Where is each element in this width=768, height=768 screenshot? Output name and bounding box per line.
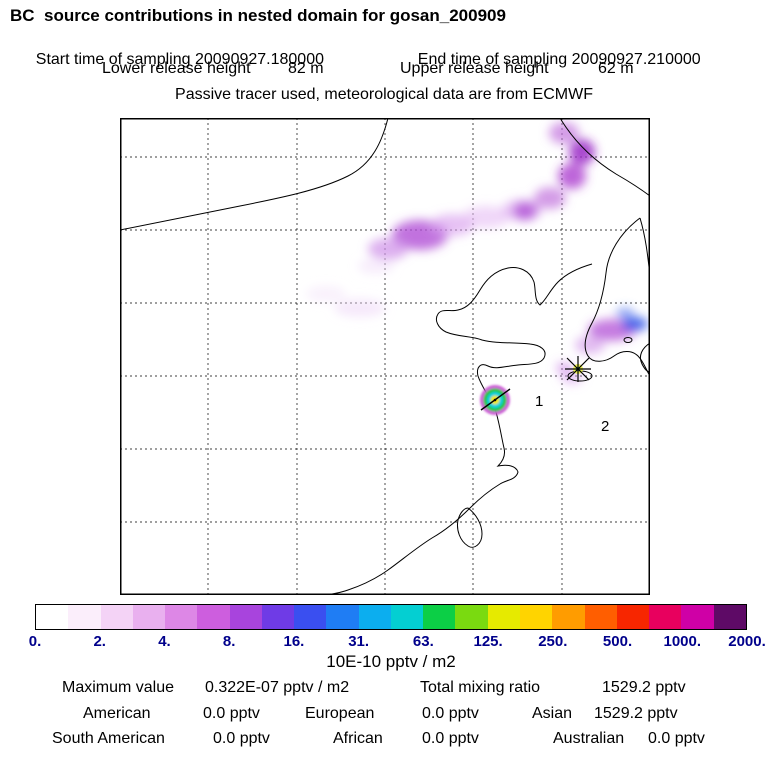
colorbar-tick-label: 500.: [602, 633, 633, 650]
colorbar-segment: [455, 605, 488, 629]
marker-label-2: 2: [601, 418, 609, 435]
colorbar-tick-label: 8.: [222, 633, 236, 650]
total-mixing-ratio-label: Total mixing ratio: [420, 679, 541, 696]
colorbar-unit-label: 10E-10 pptv / m2: [326, 652, 456, 671]
end-time-line: End time of sampling 20090927.210000: [400, 33, 701, 87]
map-plot: 1 2: [120, 118, 650, 595]
max-value-label: Maximum value: [62, 679, 175, 696]
start-time-label: Start time of sampling: [35, 51, 191, 68]
lower-release-label: Lower release height: [102, 60, 251, 77]
receptor-star-marker: [565, 356, 591, 382]
colorbar-tick-label: 4.: [158, 633, 171, 650]
colorbar-tick-row: 0. 2. 4. 8. 16. 31. 63. 125. 250. 500. 1000. 2000.: [29, 633, 766, 650]
colorbar-tick-label: 125.: [473, 633, 503, 650]
colorbar-segment: [616, 605, 650, 629]
map-contents: 1 2: [120, 118, 650, 595]
china-coast: [325, 263, 593, 595]
start-time-value: 20090927.180000: [194, 51, 324, 68]
northern-border: [120, 118, 389, 231]
colorbar-segment: [229, 605, 262, 629]
colorbar-segment: [197, 605, 230, 629]
colorbar-tick-label: 31.: [348, 633, 370, 650]
lower-release-value: 82 m: [288, 60, 324, 77]
colorbar-tick-label: 250.: [538, 633, 568, 650]
end-time-label: End time of sampling: [417, 51, 568, 68]
tracer-note: Passive tracer used, meteorological data…: [175, 86, 593, 103]
australian-value: 0.0 pptv: [648, 730, 705, 747]
latlon-grid: [120, 118, 650, 595]
colorbar-segment: [165, 605, 198, 629]
upper-release-label: Upper release height: [400, 60, 549, 77]
hotspot-center-dot: [493, 398, 497, 402]
colorbar-tick-label: 1000.: [663, 633, 702, 650]
colorbar-segment: [713, 605, 746, 629]
start-time-line: Start time of sampling 20090927.180000: [18, 33, 324, 87]
colorbar-tick-label: 2.: [93, 633, 106, 650]
taiwan-island: [457, 507, 483, 548]
colorbar-segment: [552, 605, 585, 629]
colorbar-segment: [423, 605, 456, 629]
colorbar-segment: [390, 605, 424, 629]
upper-release-value: 62 m: [598, 60, 634, 77]
coastlines: [120, 118, 650, 595]
european-value: 0.0 pptv: [422, 705, 479, 722]
african-value: 0.0 pptv: [422, 730, 479, 747]
plume-field: [306, 122, 648, 384]
marker-label-1: 1: [535, 393, 543, 410]
plot-title: BC source contributions in nested domain…: [10, 6, 506, 25]
tsushima-island: [623, 337, 633, 343]
end-time-value: 20090927.210000: [571, 51, 701, 68]
colorbar-segment: [649, 605, 682, 629]
colorbar: [35, 604, 747, 630]
colorbar-segment: [519, 605, 553, 629]
south-american-value: 0.0 pptv: [213, 730, 270, 747]
colorbar-segment: [358, 605, 391, 629]
african-label: African: [333, 730, 383, 747]
colorbar-segment: [68, 605, 101, 629]
asian-value: 1529.2 pptv: [594, 705, 678, 722]
colorbar-tick-label: 63.: [412, 633, 434, 650]
northeast-coast: [559, 118, 650, 197]
colorbar-segment: [100, 605, 133, 629]
total-mixing-ratio-value: 1529.2 pptv: [602, 679, 686, 696]
colorbar-segment: [294, 605, 327, 629]
colorbar-segment: [681, 605, 714, 629]
american-label: American: [83, 705, 151, 722]
colorbar-segment: [584, 605, 617, 629]
colorbar-tick-label: 16.: [283, 633, 305, 650]
asian-label: Asian: [532, 705, 573, 722]
south-american-label: South American: [52, 730, 165, 747]
kyushu-coast: [639, 342, 650, 373]
colorbar-segment: [36, 605, 69, 629]
american-value: 0.0 pptv: [203, 705, 260, 722]
colorbar-tick-label: 0.: [28, 633, 42, 650]
european-label: European: [305, 705, 375, 722]
colorbar-segment: [132, 605, 166, 629]
colorbar-segment: [326, 605, 359, 629]
colorbar-segment: [261, 605, 295, 629]
map-frame: [120, 118, 650, 595]
max-value: 0.322E-07 pptv / m2: [205, 679, 350, 696]
korea-west-south-coast: [584, 217, 650, 377]
colorbar-tick-label: 2000.: [728, 633, 766, 650]
colorbar-segment: [487, 605, 520, 629]
australian-label: Australian: [553, 730, 625, 747]
